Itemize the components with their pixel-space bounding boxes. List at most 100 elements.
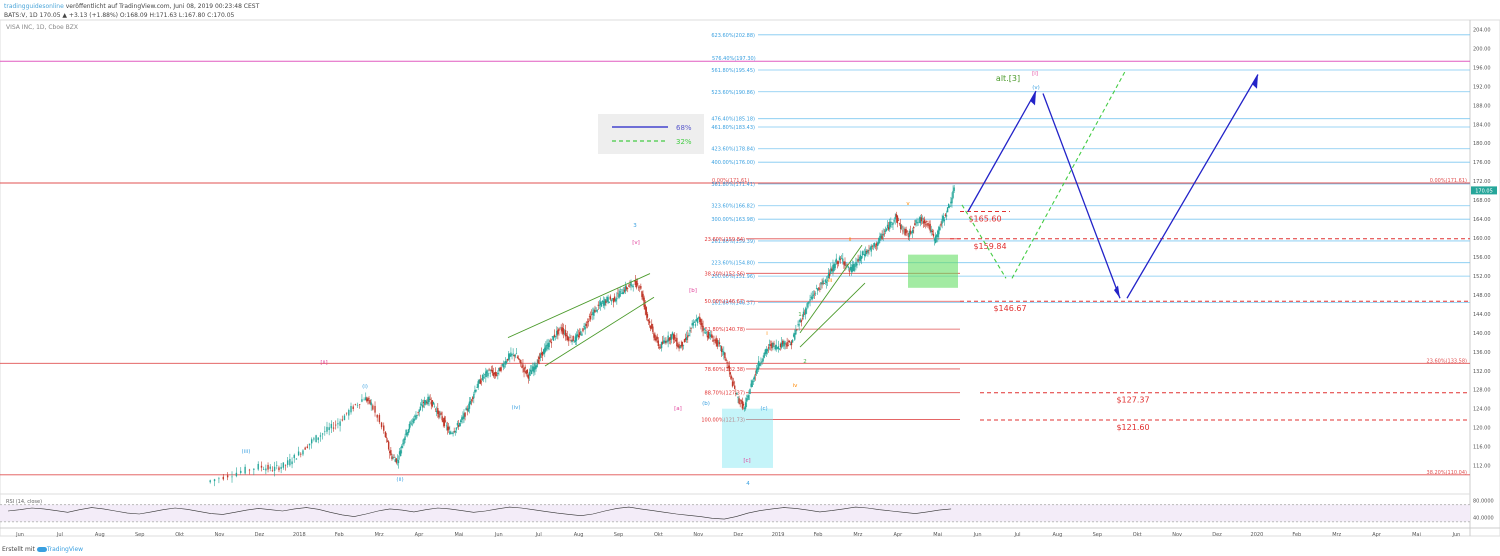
fib-extension-label: 200.00%(151.96) xyxy=(711,274,755,280)
candle-body xyxy=(545,345,547,351)
candle-body xyxy=(751,380,753,387)
candle-body xyxy=(641,291,643,297)
time-tick: Feb xyxy=(1292,532,1301,538)
candle-body xyxy=(445,425,448,427)
candle-body xyxy=(535,365,537,369)
candle-body xyxy=(672,334,675,340)
candle-body xyxy=(514,355,517,357)
candle-body xyxy=(883,233,885,235)
time-tick: Dez xyxy=(255,532,265,538)
candle-body xyxy=(490,369,492,371)
candle-body xyxy=(271,470,274,472)
candle-body xyxy=(428,396,430,403)
candle-body xyxy=(753,376,756,380)
candle-body xyxy=(715,337,717,345)
candle-body xyxy=(700,319,702,325)
candle-body xyxy=(505,361,508,364)
candle-body xyxy=(385,437,388,438)
candle-body xyxy=(928,225,930,227)
candle-body xyxy=(574,336,577,343)
candle-body xyxy=(917,221,919,223)
candle-body xyxy=(901,226,903,228)
candle-body xyxy=(484,374,486,375)
candle-body xyxy=(791,339,794,343)
candle-body xyxy=(345,412,348,414)
rsi-band xyxy=(0,504,1470,522)
candle-body xyxy=(276,465,278,466)
candle-body xyxy=(613,296,616,301)
candle-body xyxy=(743,407,746,410)
candle-body xyxy=(550,342,553,344)
candle-body xyxy=(414,415,416,417)
candle-body xyxy=(337,423,339,425)
candle-body xyxy=(601,300,604,303)
candle-body xyxy=(297,451,300,456)
candle-body xyxy=(418,409,420,412)
candle-body xyxy=(429,398,431,400)
candle-body xyxy=(600,302,603,307)
candle-body xyxy=(857,259,859,262)
symbol-label: VISA INC, 1D, Cboe BZX xyxy=(6,24,78,31)
candle-body xyxy=(651,323,653,329)
candle-body xyxy=(656,336,658,340)
candle-body xyxy=(682,344,685,346)
horizontal-line-label: 0.00%(171.61) xyxy=(1430,178,1467,184)
candle-body xyxy=(832,264,834,273)
candle-body xyxy=(655,338,657,341)
candle-body xyxy=(407,429,410,434)
candle-body xyxy=(612,298,615,303)
candle-body xyxy=(499,367,501,372)
candle-body xyxy=(897,220,900,221)
candle-body xyxy=(452,432,454,434)
candle-body xyxy=(680,344,682,347)
candle-body xyxy=(442,419,444,423)
candle-body xyxy=(592,312,594,315)
projection-arrow xyxy=(967,90,1037,212)
rsi-line xyxy=(7,506,952,520)
candle-body xyxy=(772,342,774,348)
time-tick: Apr xyxy=(415,532,425,538)
candle-body xyxy=(356,404,359,406)
candle-body xyxy=(257,463,259,470)
candle-body xyxy=(853,263,855,271)
candle-body xyxy=(867,250,869,254)
candle-body xyxy=(847,266,849,268)
wave-label: (iv) xyxy=(511,405,520,411)
author-link[interactable]: tradingguidesonline xyxy=(4,3,64,10)
candle-body xyxy=(354,404,357,405)
candle-body xyxy=(907,236,910,238)
time-tick: Jun xyxy=(494,532,503,538)
candle-body xyxy=(404,436,406,441)
candle-body xyxy=(317,437,319,440)
price-tick: 184.00 xyxy=(1473,122,1491,128)
candle-body xyxy=(425,400,427,403)
candle-body xyxy=(367,398,369,401)
candle-body xyxy=(291,461,293,465)
time-tick: 2019 xyxy=(772,532,785,538)
candle-body xyxy=(807,302,809,308)
fib-extension-label: 261.80%(159.39) xyxy=(711,239,755,245)
candle-body xyxy=(645,307,648,315)
tradingview-link[interactable]: TradingView xyxy=(46,546,84,553)
candle-body xyxy=(675,339,677,342)
fib-retracement-label: 61.80%(140.78) xyxy=(705,327,746,333)
candle-body xyxy=(875,243,878,246)
candle-body xyxy=(324,431,326,433)
wave-label: 2 xyxy=(803,359,807,365)
candle-body xyxy=(698,316,700,318)
candle-body xyxy=(482,377,485,378)
time-tick: Sep xyxy=(614,532,623,538)
candle-body xyxy=(806,308,808,310)
candle-body xyxy=(678,344,680,349)
candle-body xyxy=(628,285,630,287)
candle-body xyxy=(615,299,617,302)
candle-body xyxy=(766,349,769,352)
candle-body xyxy=(842,258,844,262)
candle-body xyxy=(642,293,644,300)
time-tick: Nov xyxy=(693,532,703,538)
candle-body xyxy=(844,261,846,266)
candle-body xyxy=(328,427,330,431)
candle-body xyxy=(416,414,418,416)
candle-body xyxy=(869,248,871,250)
